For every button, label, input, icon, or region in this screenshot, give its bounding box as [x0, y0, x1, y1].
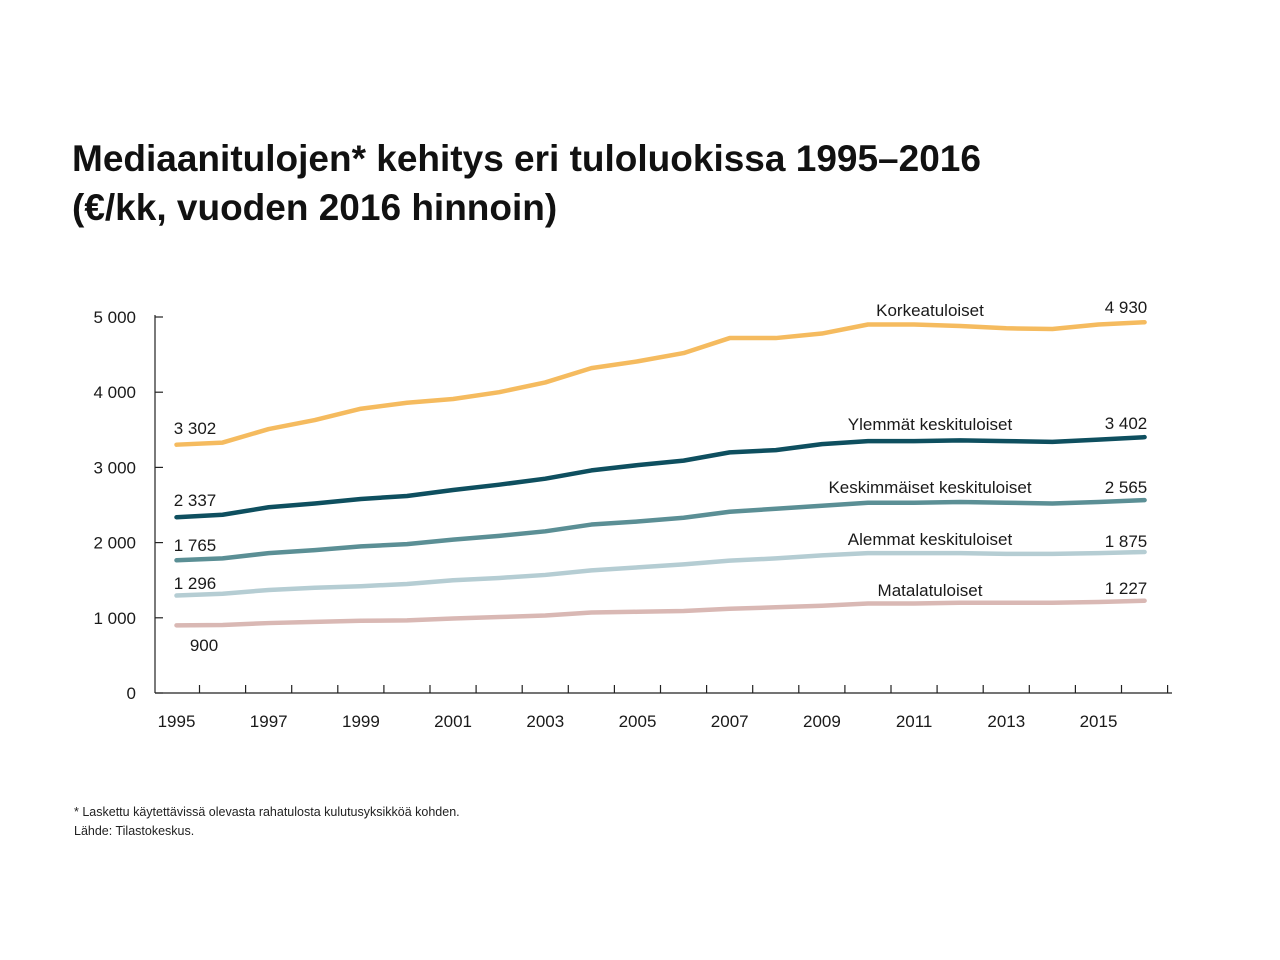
- y-tick-label: 3 000: [93, 458, 136, 477]
- x-tick-label: 1997: [250, 712, 288, 731]
- series-line-3: [174, 497, 1147, 563]
- x-tick-label: 1999: [342, 712, 380, 731]
- chart-lines: [174, 320, 1147, 628]
- series-name-label: Korkeatuloiset: [876, 301, 984, 320]
- y-tick-label: 0: [127, 684, 136, 703]
- x-tick-label: 2015: [1080, 712, 1118, 731]
- y-tick-label: 5 000: [93, 308, 136, 327]
- line-chart: 0 1 000 2 000 3 000 4 000 5 000 1995 1997 1999 20…: [93, 298, 1172, 731]
- end-value-label: 1 875: [1105, 532, 1148, 551]
- x-tick-label: 2001: [434, 712, 472, 731]
- x-tick-label: 2009: [803, 712, 841, 731]
- series-line-2: [174, 434, 1147, 520]
- chart-labels: Korkeatuloiset Ylemmät keskituloiset Keski…: [174, 298, 1148, 655]
- footnote-text: * Laskettu käytettävissä olevasta rahatu…: [74, 805, 460, 819]
- x-tick-label: 2013: [987, 712, 1025, 731]
- series-line-4: [174, 549, 1147, 598]
- title-line-2: (€/kk, vuoden 2016 hinnoin): [72, 187, 558, 228]
- start-value-label: 2 337: [174, 491, 217, 510]
- end-value-label: 3 402: [1105, 414, 1148, 433]
- chart-axes: 0 1 000 2 000 3 000 4 000 5 000 1995 1997 1999 20…: [93, 308, 1172, 731]
- series-line-5: [174, 598, 1147, 628]
- series-name-label: Alemmat keskituloiset: [848, 530, 1013, 549]
- start-value-label: 1 765: [174, 536, 217, 555]
- start-value-label: 3 302: [174, 419, 217, 438]
- title-line-1: Mediaanitulojen* kehitys eri tuloluokiss…: [72, 138, 981, 179]
- start-value-label: 900: [190, 636, 218, 655]
- y-tick-label: 1 000: [93, 609, 136, 628]
- chart-title: Mediaanitulojen* kehitys eri tuloluokiss…: [72, 134, 1222, 232]
- x-tick-label: 2005: [619, 712, 657, 731]
- start-value-label: 1 296: [174, 574, 217, 593]
- end-value-label: 2 565: [1105, 478, 1148, 497]
- chart-footnote: * Laskettu käytettävissä olevasta rahatu…: [74, 803, 460, 841]
- series-line-1: [174, 320, 1147, 447]
- end-value-label: 4 930: [1105, 298, 1148, 317]
- series-name-label: Keskimmäiset keskituloiset: [828, 478, 1031, 497]
- source-text: Lähde: Tilastokeskus.: [74, 824, 195, 838]
- y-tick-label: 4 000: [93, 383, 136, 402]
- end-value-label: 1 227: [1105, 579, 1148, 598]
- x-tick-label: 1995: [158, 712, 196, 731]
- series-name-label: Matalatuloiset: [878, 581, 983, 600]
- series-name-label: Ylemmät keskituloiset: [848, 415, 1013, 434]
- x-tick-label: 2003: [526, 712, 564, 731]
- x-tick-label: 2011: [896, 712, 933, 731]
- y-tick-label: 2 000: [93, 534, 136, 553]
- x-tick-label: 2007: [711, 712, 749, 731]
